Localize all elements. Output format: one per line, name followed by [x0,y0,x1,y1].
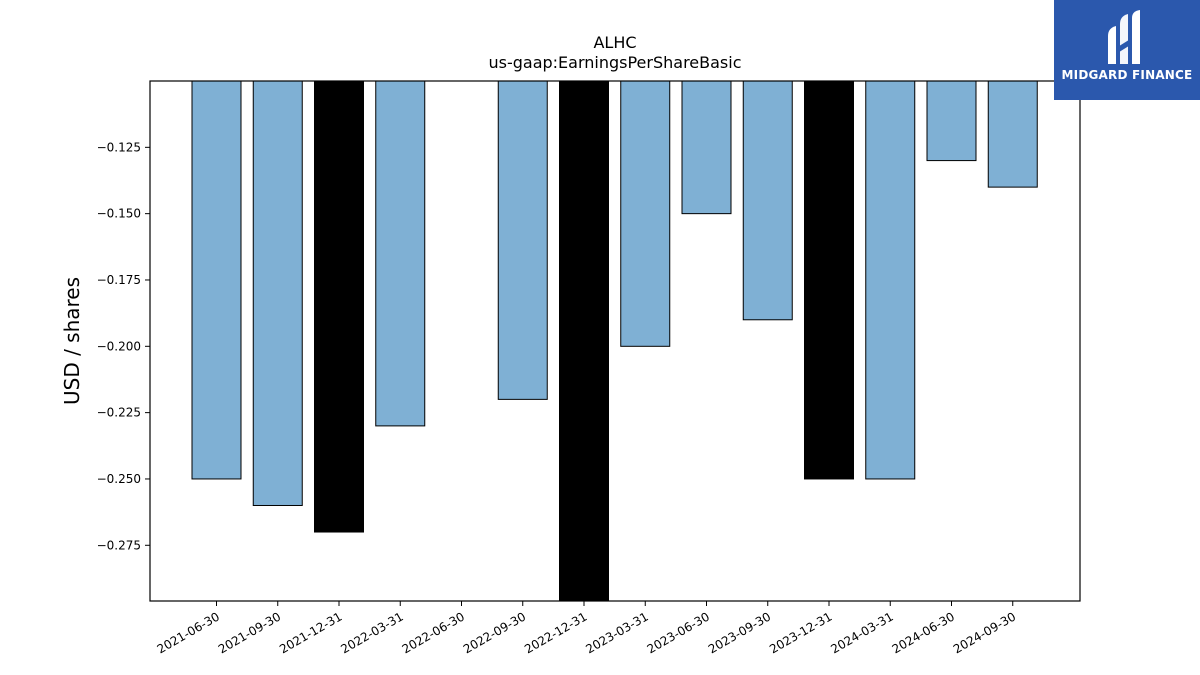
bar-2023-09-30 [742,80,793,321]
x-tick-label: 2023-12-31 [767,609,834,656]
bar-2022-03-31 [375,80,426,427]
midgard-logo-icon [1108,10,1140,64]
bar-2023-06-30 [681,80,732,215]
y-tick-label: −0.250 [97,472,141,486]
y-tick-label: −0.200 [97,339,141,353]
y-tick-label: −0.275 [97,538,141,552]
bar-2024-06-30 [926,80,977,162]
bars-group [191,80,1038,602]
bar-2024-03-31 [865,80,916,480]
logo-text: MIDGARD FINANCE [1061,68,1193,82]
x-tick-label: 2021-06-30 [155,609,222,656]
y-tick-label: −0.175 [97,273,141,287]
x-tick-label: 2021-12-31 [277,609,344,656]
bar-2022-09-30 [497,80,548,400]
x-tick-label: 2022-09-30 [461,609,528,656]
y-axis-label: USD / shares [60,277,84,405]
plot-frame [149,80,1081,602]
bar-2024-09-30 [987,80,1038,188]
x-ticks-group: 2021-06-302021-09-302021-12-312022-03-31… [155,601,1018,656]
y-tick-label: −0.150 [97,207,141,221]
x-tick-label: 2024-03-31 [828,609,895,656]
bar-2022-12-31 [559,80,609,602]
bar-2021-12-31 [314,80,364,533]
bar-2023-03-31 [620,80,671,347]
x-tick-label: 2023-09-30 [706,609,773,656]
bar-2021-06-30 [191,80,242,480]
bar-2021-09-30 [252,80,303,506]
x-tick-label: 2022-12-31 [522,609,589,656]
x-tick-label: 2024-06-30 [890,609,957,656]
x-tick-label: 2022-06-30 [400,609,467,656]
midgard-finance-logo: MIDGARD FINANCE [1054,0,1200,100]
x-tick-label: 2021-09-30 [216,609,283,656]
chart-title: ALHC [593,33,636,52]
y-ticks-group: −0.125 −0.150 −0.175 −0.200 −0.225 −0.250 −0.2… [97,140,150,552]
x-tick-label: 2023-03-31 [583,609,650,656]
chart-subtitle: us-gaap:EarningsPerShareBasic [488,53,741,72]
x-tick-label: 2023-06-30 [645,609,712,656]
y-tick-label: −0.125 [97,140,141,154]
bar-2023-12-31 [804,80,854,480]
y-tick-label: −0.225 [97,406,141,420]
x-tick-label: 2022-03-31 [338,609,405,656]
x-tick-label: 2024-09-30 [951,609,1018,656]
